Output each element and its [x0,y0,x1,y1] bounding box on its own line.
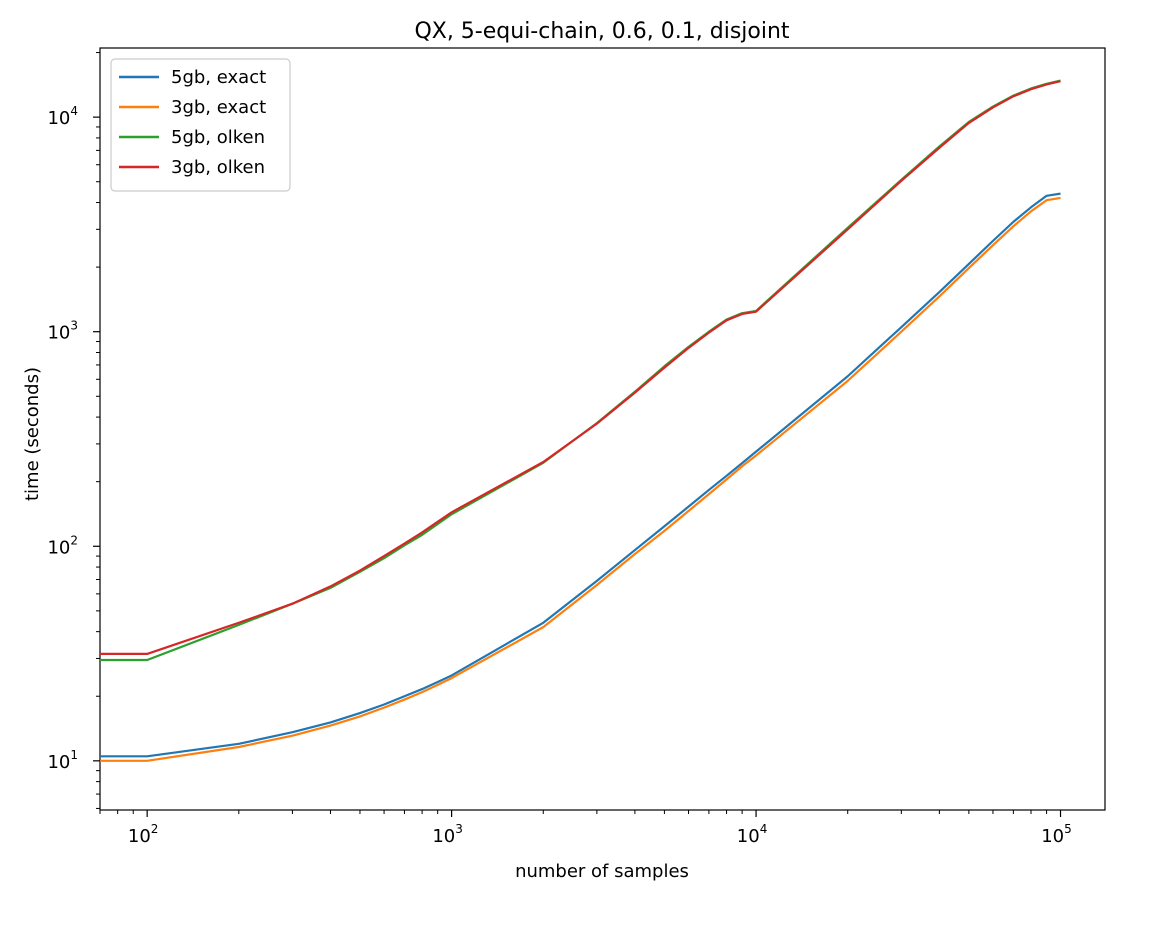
legend-label: 3gb, exact [171,97,266,118]
legend-label: 5gb, olken [171,127,265,148]
legend: 5gb, exact 3gb, exact 5gb, olken 3gb, olken [110,58,291,192]
x-tick-label: 105 [1041,822,1072,847]
y-tick-label: 101 [47,748,78,773]
series-line-4 [100,80,1061,656]
legend-label: 3gb, olken [171,157,265,178]
x-tick-label: 103 [432,822,463,847]
legend-box [110,58,291,192]
x-axis-label: number of samples [515,861,689,882]
axes-layer: 102 103 104 105 101 102 103 104 [47,52,1072,847]
x-tick-label: 104 [737,822,768,847]
series-layer [100,79,1061,762]
legend-label: 5gb, exact [171,67,266,88]
series-line-1 [100,192,1061,758]
x-tick-label: 102 [128,822,159,847]
y-tick-label: 103 [47,319,78,344]
chart-title: QX, 5-equi-chain, 0.6, 0.1, disjoint [414,19,789,44]
y-tick-label: 104 [47,104,78,129]
series-line-2 [100,196,1061,762]
y-axis-label: time (seconds) [22,367,43,501]
y-tick-label: 102 [47,533,78,558]
